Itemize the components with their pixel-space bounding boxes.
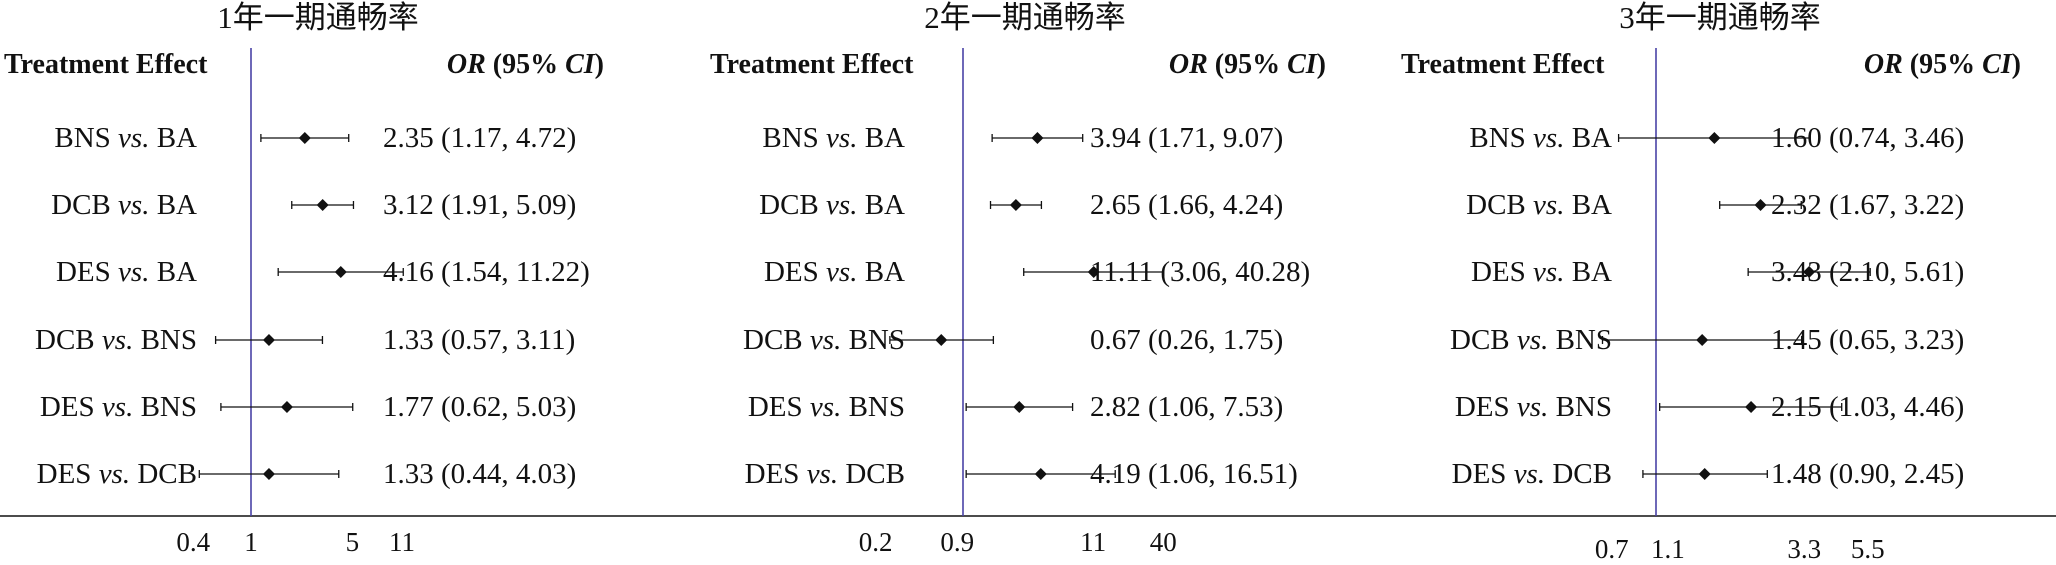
or-point xyxy=(1803,266,1816,278)
header-treatment-effect: Treatment Effect xyxy=(710,49,914,80)
header-or-ci: OR (95% CI) xyxy=(447,49,604,80)
or-point xyxy=(1009,199,1022,211)
forest-row: DCB vs. BNS 0.67 (0.26, 1.75) xyxy=(743,324,1283,356)
or-ci-value: 2.32 (1.67, 3.22) xyxy=(1771,189,1964,221)
comparison-label: DCB vs. BA xyxy=(51,189,197,221)
comparison-label: DES vs. BA xyxy=(764,256,905,288)
header-treatment-effect: Treatment Effect xyxy=(4,49,208,80)
x-tick-label: 40 xyxy=(1150,527,1177,557)
or-point xyxy=(1696,334,1709,346)
or-ci-value: 2.35 (1.17, 4.72) xyxy=(383,122,576,154)
or-point xyxy=(1745,401,1758,413)
comparison-label: DES vs. BNS xyxy=(748,391,905,423)
forest-row: DES vs. BNS 2.15 (1.03, 4.46) xyxy=(1455,391,1964,423)
x-tick-label: 0.9 xyxy=(940,527,974,557)
or-ci-value: 3.43 (2.10, 5.61) xyxy=(1771,256,1964,288)
x-tick-label: 0.7 xyxy=(1595,534,1629,564)
or-point xyxy=(1031,132,1044,144)
or-point xyxy=(280,401,293,413)
forest-panel-3: 3年一期通畅率 Treatment Effect OR (95% CI) BNS vs… xyxy=(1401,0,2021,564)
or-ci-value: 1.60 (0.74, 3.46) xyxy=(1771,122,1964,154)
x-tick-label: 0.2 xyxy=(859,527,893,557)
forest-row: DES vs. DCB 1.48 (0.90, 2.45) xyxy=(1452,458,1965,490)
forest-row: BNS vs. BA 1.60 (0.74, 3.46) xyxy=(1469,122,1964,154)
forest-row: DES vs. BNS 2.82 (1.06, 7.53) xyxy=(748,391,1283,423)
or-ci-value: 1.33 (0.44, 4.03) xyxy=(383,458,576,490)
or-ci-value: 4.16 (1.54, 11.22) xyxy=(383,256,590,288)
forest-panel-2: 2年一期通畅率 Treatment Effect OR (95% CI) BNS vs… xyxy=(710,0,1326,557)
or-ci-value: 2.65 (1.66, 4.24) xyxy=(1090,189,1283,221)
comparison-label: DES vs. BA xyxy=(1471,256,1612,288)
comparison-label: DCB vs. BNS xyxy=(35,324,197,356)
comparison-label: DCB vs. BNS xyxy=(743,324,905,356)
or-ci-value: 3.94 (1.71, 9.07) xyxy=(1090,122,1283,154)
comparison-label: DES vs. DCB xyxy=(745,458,905,490)
x-tick-label: 1 xyxy=(244,527,258,557)
comparison-label: DES vs. DCB xyxy=(1452,458,1612,490)
or-point xyxy=(298,132,311,144)
or-point xyxy=(1087,266,1100,278)
or-ci-value: 2.82 (1.06, 7.53) xyxy=(1090,391,1283,423)
or-ci-value: 11.11 (3.06, 40.28) xyxy=(1090,256,1310,288)
or-point xyxy=(262,334,275,346)
x-tick-label: 1.1 xyxy=(1651,534,1685,564)
comparison-label: DES vs. BNS xyxy=(40,391,197,423)
forest-row: DCB vs. BNS 1.33 (0.57, 3.11) xyxy=(35,324,575,356)
or-point xyxy=(1754,199,1767,211)
comparison-label: BNS vs. BA xyxy=(1469,122,1612,154)
or-ci-value: 1.45 (0.65, 3.23) xyxy=(1771,324,1964,356)
forest-row: DES vs. BA 11.11 (3.06, 40.28) xyxy=(764,256,1310,288)
or-point xyxy=(1013,401,1026,413)
comparison-label: BNS vs. BA xyxy=(762,122,905,154)
x-tick-label: 3.3 xyxy=(1787,534,1821,564)
forest-row: DES vs. BA 3.43 (2.10, 5.61) xyxy=(1471,256,1964,288)
or-point xyxy=(316,199,329,211)
forest-row: DCB vs. BNS 1.45 (0.65, 3.23) xyxy=(1450,324,1964,356)
x-tick-label: 5.5 xyxy=(1851,534,1885,564)
comparison-label: BNS vs. BA xyxy=(54,122,197,154)
x-tick-label: 0.4 xyxy=(176,527,210,557)
or-point xyxy=(1034,468,1047,480)
forest-row: DCB vs. BA 2.32 (1.67, 3.22) xyxy=(1466,189,1964,221)
or-point xyxy=(1698,468,1711,480)
forest-row: DCB vs. BA 3.12 (1.91, 5.09) xyxy=(51,189,576,221)
panel-title: 2年一期通畅率 xyxy=(924,0,1126,35)
or-ci-value: 1.48 (0.90, 2.45) xyxy=(1771,458,1964,490)
or-ci-value: 0.67 (0.26, 1.75) xyxy=(1090,324,1283,356)
x-tick-label: 5 xyxy=(346,527,360,557)
header-treatment-effect: Treatment Effect xyxy=(1401,49,1605,80)
or-ci-value: 3.12 (1.91, 5.09) xyxy=(383,189,576,221)
or-point xyxy=(262,468,275,480)
x-tick-label: 11 xyxy=(1080,527,1106,557)
forest-row: BNS vs. BA 2.35 (1.17, 4.72) xyxy=(54,122,576,154)
forest-row: BNS vs. BA 3.94 (1.71, 9.07) xyxy=(762,122,1283,154)
or-ci-value: 2.15 (1.03, 4.46) xyxy=(1771,391,1964,423)
comparison-label: DCB vs. BNS xyxy=(1450,324,1612,356)
comparison-label: DES vs. BA xyxy=(56,256,197,288)
forest-panel-1: 1年一期通畅率 Treatment Effect OR (95% CI) BNS vs… xyxy=(4,0,604,557)
header-or-ci: OR (95% CI) xyxy=(1864,49,2021,80)
forest-row: DCB vs. BA 2.65 (1.66, 4.24) xyxy=(759,189,1283,221)
or-point xyxy=(935,334,948,346)
comparison-label: DCB vs. BA xyxy=(759,189,905,221)
forest-row: DES vs. BNS 1.77 (0.62, 5.03) xyxy=(40,391,576,423)
forest-row: DES vs. DCB 1.33 (0.44, 4.03) xyxy=(37,458,577,490)
or-ci-value: 1.77 (0.62, 5.03) xyxy=(383,391,576,423)
or-ci-value: 4.19 (1.06, 16.51) xyxy=(1090,458,1298,490)
or-point xyxy=(1708,132,1721,144)
forest-row: DES vs. DCB 4.19 (1.06, 16.51) xyxy=(745,458,1298,490)
comparison-label: DCB vs. BA xyxy=(1466,189,1612,221)
comparison-label: DES vs. BNS xyxy=(1455,391,1612,423)
or-ci-value: 1.33 (0.57, 3.11) xyxy=(383,324,575,356)
panel-title: 3年一期通畅率 xyxy=(1619,0,1821,35)
or-point xyxy=(334,266,347,278)
comparison-label: DES vs. DCB xyxy=(37,458,197,490)
header-or-ci: OR (95% CI) xyxy=(1169,49,1326,80)
panel-title: 1年一期通畅率 xyxy=(217,0,419,35)
x-tick-label: 11 xyxy=(389,527,415,557)
forest-row: DES vs. BA 4.16 (1.54, 11.22) xyxy=(56,256,590,288)
